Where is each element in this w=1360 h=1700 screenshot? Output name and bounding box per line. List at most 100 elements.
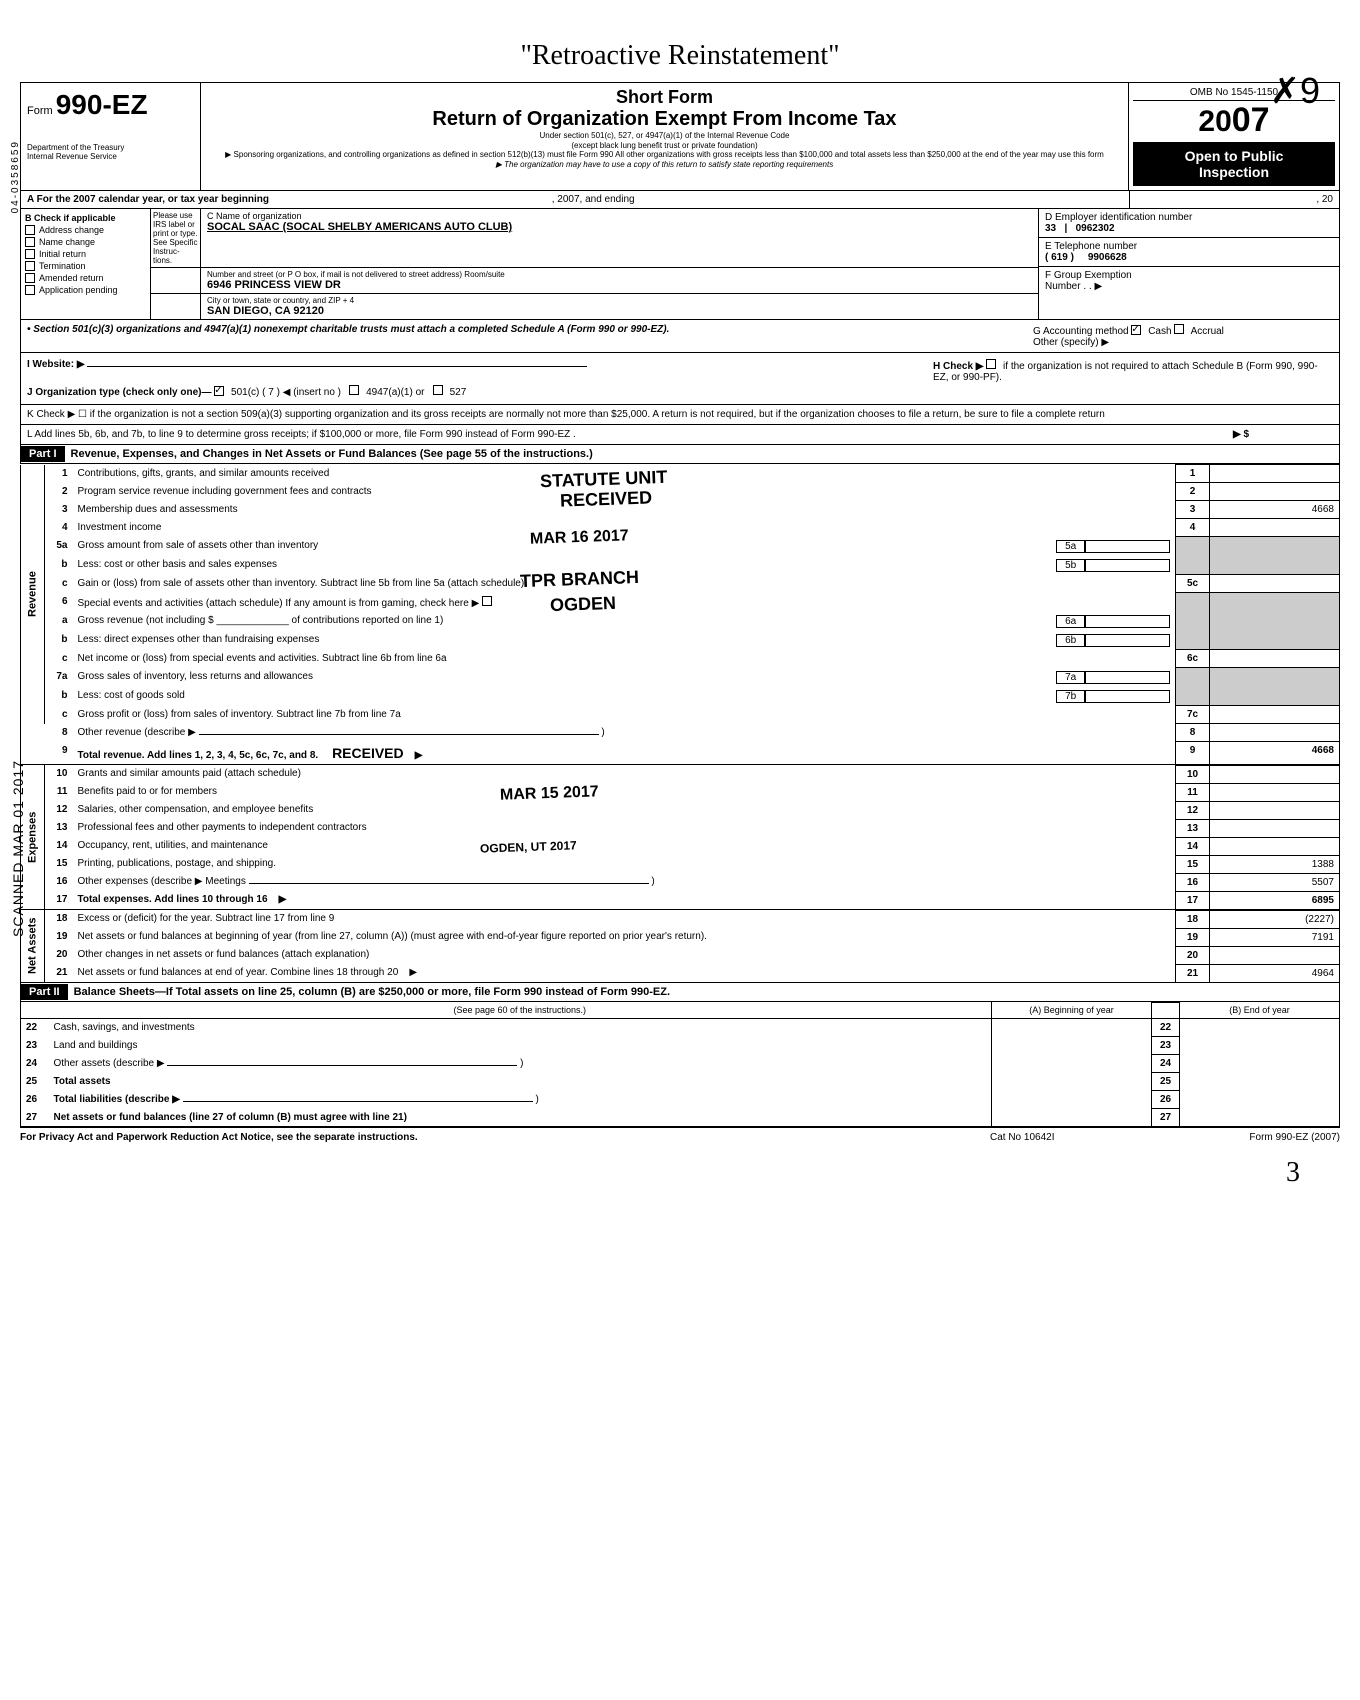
cb-name[interactable]: Name change [25, 237, 146, 247]
handwritten-3: 3 [20, 1157, 1340, 1189]
street-address: 6946 PRINCESS VIEW DR [207, 279, 1032, 291]
form-header: Form 990-EZ Department of the Treasury I… [20, 82, 1340, 191]
subtitle-1: Under section 501(c), 527, or 4947(a)(1)… [207, 131, 1122, 141]
subtitle-2: (except black lung benefit trust or priv… [207, 141, 1122, 151]
line-20: Other changes in net assets or fund bala… [73, 946, 1176, 964]
line-15: Printing, publications, postage, and shi… [73, 855, 1176, 873]
revenue-table: Revenue 1Contributions, gifts, grants, a… [20, 464, 1340, 765]
city-label: City or town, state or country, and ZIP … [207, 296, 1032, 305]
city-cell: City or town, state or country, and ZIP … [201, 294, 1038, 319]
form-word: Form [27, 105, 53, 117]
cb-termination[interactable]: Termination [25, 261, 146, 271]
line-18: Excess or (deficit) for the year. Subtra… [73, 910, 1176, 928]
dept-irs: Internal Revenue Service [27, 152, 194, 161]
part1-title: Revenue, Expenses, and Changes in Net As… [65, 445, 1339, 463]
cb-initial[interactable]: Initial return [25, 249, 146, 259]
val-16: 5507 [1210, 873, 1340, 891]
line-12: Salaries, other compensation, and employ… [73, 801, 1176, 819]
cb-h[interactable] [986, 359, 996, 369]
line-6a: Gross revenue (not including $ _________… [78, 615, 444, 626]
section-note: • Section 501(c)(3) organizations and 49… [27, 324, 1033, 348]
side-margin-text-1: 04-0358659 [10, 140, 21, 213]
short-form-title: Short Form [207, 87, 1122, 108]
cb-527[interactable] [433, 385, 443, 395]
part1-label: Part I [21, 446, 65, 462]
val-15: 1388 [1210, 855, 1340, 873]
h-check: H Check ▶ if the organization is not req… [933, 359, 1333, 383]
ein-suffix: 0962302 [1076, 223, 1115, 234]
expenses-section: MAR 15 2017 OGDEN, UT 2017 Expenses 10Gr… [20, 765, 1340, 910]
ein-prefix: 33 [1045, 223, 1056, 234]
stamp-received2: RECEIVED [332, 745, 404, 761]
f-label2: Number . . ▶ [1045, 281, 1333, 292]
d-ein-cell: D Employer identification number 33 | 09… [1039, 209, 1339, 238]
subtitle-4: ▶ The organization may have to use a cop… [207, 160, 1122, 170]
cb-cash[interactable] [1131, 325, 1141, 335]
cb-pending[interactable]: Application pending [25, 285, 146, 295]
val-19: 7191 [1210, 928, 1340, 946]
cb-4947[interactable] [349, 385, 359, 395]
cb-gaming[interactable] [482, 596, 492, 606]
form-number-box: Form 990-EZ Department of the Treasury I… [21, 83, 201, 190]
i-label: I Website: ▶ [27, 359, 85, 370]
line-k: K Check ▶ ☐ if the organization is not a… [20, 405, 1340, 425]
line-10: Grants and similar amounts paid (attach … [73, 765, 1176, 783]
line-26: Total liabilities (describe ▶ [54, 1094, 180, 1105]
handwritten-header: "Retroactive Reinstatement" [20, 40, 1340, 72]
line-8: Other revenue (describe ▶ [78, 727, 196, 738]
val-21: 4964 [1210, 964, 1340, 982]
dept-treasury: Department of the Treasury [27, 143, 194, 152]
line-16: Other expenses (describe ▶ Meetings [78, 876, 246, 887]
balance-table: (See page 60 of the instructions.) (A) B… [20, 1002, 1340, 1128]
col-a-header: (A) Beginning of year [992, 1002, 1152, 1019]
line-24: Other assets (describe ▶ [54, 1058, 165, 1069]
stamp-ogden: OGDEN [550, 593, 617, 616]
revenue-section: STATUTE UNIT RECEIVED MAR 16 2017 TPR BR… [20, 464, 1340, 765]
form-page: 04-0358659 SCANNED MAR 01 2017 "Retroact… [20, 40, 1340, 1189]
cb-501c[interactable] [214, 386, 224, 396]
phone-number: 9906628 [1088, 252, 1127, 263]
line-9: Total revenue. Add lines 1, 2, 3, 4, 5c,… [78, 750, 319, 761]
line-27: Net assets or fund balances (line 27 of … [54, 1112, 407, 1123]
revenue-rotate: Revenue [21, 465, 45, 724]
c-name-cell: C Name of organization SOCAL SAAC (SOCAL… [201, 209, 1038, 267]
subtitle-3: ▶ Sponsoring organizations, and controll… [207, 150, 1122, 160]
line-6b: Less: direct expenses other than fundrai… [78, 634, 320, 645]
part1-header: Part I Revenue, Expenses, and Changes in… [20, 445, 1340, 464]
g-other: Other (specify) ▶ [1033, 337, 1333, 348]
line-6c: Net income or (loss) from special events… [73, 650, 1176, 668]
g-label: G Accounting method [1033, 326, 1129, 337]
stamp-date1: MAR 16 2017 [530, 527, 629, 548]
h-label: H Check ▶ [933, 361, 983, 372]
l-text: L Add lines 5b, 6b, and 7b, to line 9 to… [27, 429, 1233, 440]
part2-header: Part II Balance Sheets—If Total assets o… [20, 983, 1340, 1002]
e-label: E Telephone number [1045, 241, 1333, 252]
cb-address[interactable]: Address change [25, 225, 146, 235]
addr-label: Number and street (or P O box, if mail i… [207, 270, 1032, 279]
i-website: I Website: ▶ [27, 359, 933, 383]
cb-amended[interactable]: Amended return [25, 273, 146, 283]
section-501c3-row: • Section 501(c)(3) organizations and 49… [20, 320, 1340, 353]
j-org-type: J Organization type (check only one)— 50… [27, 385, 1333, 398]
line-5a: Gross amount from sale of assets other t… [78, 540, 319, 551]
cb-accrual[interactable] [1174, 324, 1184, 334]
val-3: 4668 [1210, 501, 1340, 519]
line-17: Total expenses. Add lines 10 through 16 [78, 894, 268, 905]
val-18: (2227) [1210, 910, 1340, 928]
col-b-checkboxes: B Check if applicable Address change Nam… [21, 209, 151, 319]
form-number: 990-EZ [56, 89, 148, 120]
stamp-ogden2: OGDEN, UT 2017 [480, 838, 577, 855]
line-25: Total assets [54, 1076, 111, 1087]
line-23: Land and buildings [49, 1037, 992, 1055]
handwritten-x9: ✗9 [1270, 70, 1320, 112]
j-label: J Organization type (check only one)— [27, 387, 211, 398]
open-public-box: Open to Public Inspection [1133, 142, 1335, 186]
line-5b: Less: cost or other basis and sales expe… [78, 559, 278, 570]
expenses-rotate: Expenses [21, 765, 45, 909]
part2-title: Balance Sheets—If Total assets on line 2… [68, 983, 1339, 1001]
stamp-tpr: TPR BRANCH [520, 567, 640, 592]
f-label: F Group Exemption [1045, 270, 1333, 281]
return-title: Return of Organization Exempt From Incom… [207, 108, 1122, 131]
year-suffix: 07 [1232, 101, 1270, 139]
netassets-rotate: Net Assets [21, 910, 45, 982]
